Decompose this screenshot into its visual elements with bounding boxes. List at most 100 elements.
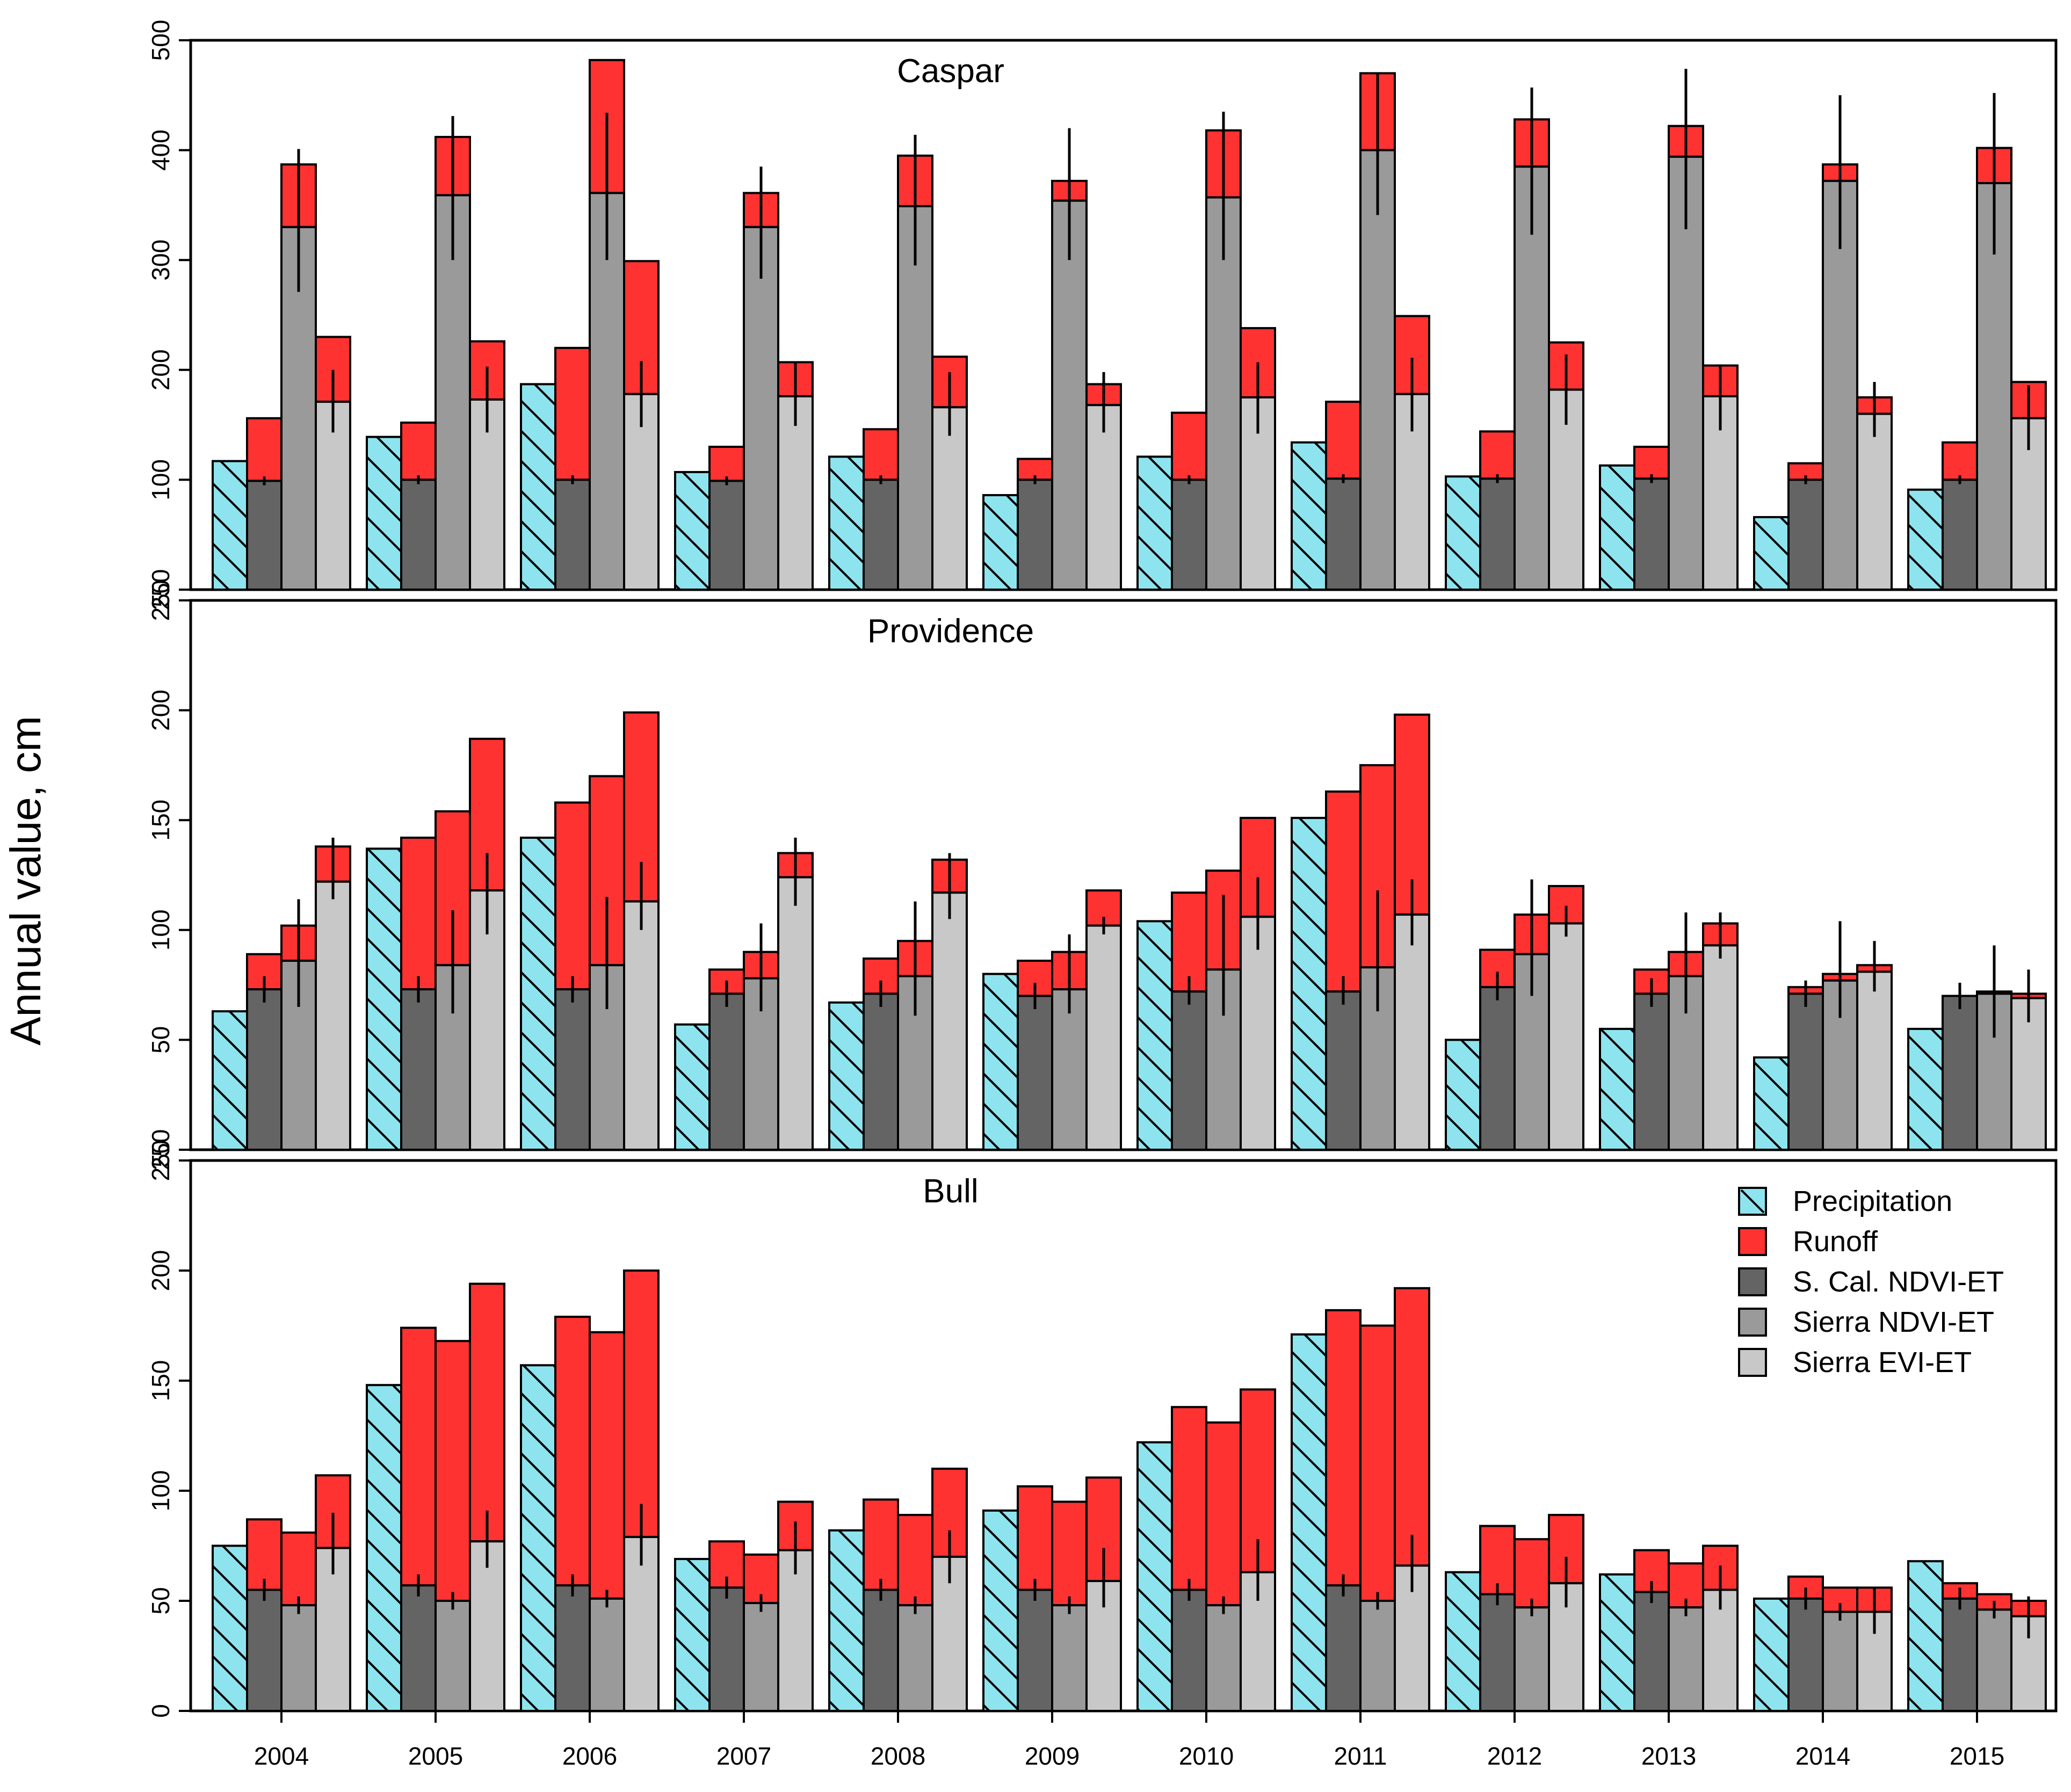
bar-precipitation-hatch — [1291, 1333, 1327, 1712]
bar-precipitation-hatch — [674, 471, 711, 591]
bar-sierra-evi — [315, 880, 351, 1151]
bar-precipitation-hatch — [520, 836, 556, 1151]
bar-scal-ndvi — [1942, 1597, 1978, 1712]
x-tick-label: 2008 — [871, 1742, 925, 1770]
legend-swatch — [1738, 1348, 1767, 1377]
x-tick-label: 2013 — [1641, 1742, 1696, 1770]
bar-scal-ndvi — [708, 480, 745, 591]
bar-runoff — [1359, 1324, 1396, 1602]
bar-runoff — [554, 346, 591, 481]
bar-runoff — [1325, 790, 1362, 993]
bar-precipitation-hatch — [1907, 1027, 1944, 1151]
panel-frame — [189, 39, 2058, 591]
bar-runoff — [1325, 1309, 1362, 1587]
bar-runoff — [897, 1514, 933, 1607]
bar-sierra-evi — [1548, 922, 1584, 1151]
x-tick-label: 2006 — [562, 1742, 617, 1770]
bar-runoff — [554, 1316, 591, 1587]
bar-precipitation-hatch — [1291, 817, 1327, 1151]
y-tick-label: 300 — [147, 240, 175, 281]
bar-runoff — [400, 1326, 437, 1587]
bar-precipitation-hatch — [520, 383, 556, 591]
bar-scal-ndvi — [246, 1588, 283, 1712]
bar-precipitation-hatch — [1136, 920, 1173, 1151]
legend-label: Runoff — [1793, 1225, 1878, 1258]
bar-scal-ndvi — [1017, 478, 1053, 591]
bar-runoff — [400, 422, 437, 481]
bar-precipitation-hatch — [828, 455, 865, 591]
y-tick-label: 200 — [147, 1250, 175, 1292]
bar-sierra-evi — [315, 1547, 351, 1713]
y-tick-label: 200 — [147, 349, 175, 390]
bar-sierra-evi — [1085, 924, 1122, 1151]
bar-sierra-evi — [1394, 913, 1430, 1151]
x-tick-label: 2010 — [1179, 1742, 1234, 1770]
bar-precipitation-hatch — [1291, 441, 1327, 591]
bar-scal-ndvi — [708, 992, 745, 1151]
bar-sierra-ndvi — [897, 205, 933, 591]
panel-caspar: 100 200 300 400 500 250 Caspar — [147, 20, 2058, 610]
bar-precipitation-hatch — [674, 1558, 711, 1713]
bar-sierra-ndvi — [1514, 1606, 1550, 1713]
bar-precipitation-hatch — [520, 1364, 556, 1713]
bar-precipitation-hatch — [1753, 1056, 1790, 1151]
bar-scal-ndvi — [863, 478, 899, 591]
bar-scal-ndvi — [400, 988, 437, 1151]
x-tick-label: 2015 — [1950, 1742, 2004, 1770]
bar-sierra-ndvi — [743, 1602, 779, 1713]
bar-scal-ndvi — [1325, 477, 1362, 591]
bar-runoff — [400, 836, 437, 991]
bar-precipitation-hatch — [212, 1010, 248, 1151]
bar-sierra-ndvi — [1359, 149, 1396, 591]
x-tick-label: 2004 — [254, 1742, 309, 1770]
y-tick-label: 250 — [147, 1140, 175, 1181]
bar-scal-ndvi — [400, 478, 437, 591]
bar-scal-ndvi — [1787, 992, 1824, 1151]
bar-sierra-evi — [777, 876, 814, 1151]
bar-runoff — [1017, 1485, 1053, 1591]
legend-hatch — [1740, 1189, 1765, 1214]
bar-scal-ndvi — [1633, 1591, 1670, 1713]
bar-sierra-ndvi — [280, 1604, 317, 1712]
bar-precipitation-hatch — [828, 1529, 865, 1713]
bar-scal-ndvi — [400, 1584, 437, 1713]
y-axis-label: Annual value, cm — [2, 716, 49, 1046]
bar-precipitation-hatch — [982, 973, 1019, 1151]
y-tick-label: 400 — [147, 129, 175, 171]
panel-bull: 0 50 100 150 200 250 Bull — [147, 1140, 2058, 1718]
bar-runoff — [1240, 817, 1276, 918]
y-tick-label: 250 — [147, 580, 175, 621]
bar-scal-ndvi — [1479, 477, 1516, 591]
bar-runoff — [1394, 1287, 1430, 1567]
bar-scal-ndvi — [1787, 478, 1824, 591]
bar-runoff — [469, 737, 505, 892]
bar-precipitation-hatch — [1599, 1573, 1635, 1713]
bar-runoff — [435, 1340, 471, 1602]
bar-scal-ndvi — [554, 1584, 591, 1713]
bar-sierra-evi — [315, 401, 351, 591]
bar-sierra-evi — [1240, 916, 1276, 1151]
bar-sierra-ndvi — [1822, 1610, 1858, 1712]
legend-swatch — [1738, 1308, 1767, 1337]
bar-runoff — [863, 1498, 899, 1591]
bar-precipitation-hatch — [1753, 1597, 1790, 1712]
panel-title: Providence — [867, 613, 1034, 650]
panel-title: Bull — [923, 1173, 978, 1210]
y-tick-label: 200 — [147, 690, 175, 731]
y-tick-label: 50 — [147, 1026, 175, 1054]
panel-providence: 50 100 150 200 250 250 Providence — [147, 580, 2058, 1170]
bar-precipitation-hatch — [1445, 1039, 1481, 1151]
y-tick-label: 100 — [147, 909, 175, 951]
bar-sierra-ndvi — [743, 226, 779, 591]
bar-runoff — [623, 1269, 660, 1539]
x-tick-label: 2011 — [1334, 1742, 1387, 1770]
bar-precipitation-hatch — [212, 1544, 248, 1712]
bar-sierra-ndvi — [1205, 1604, 1242, 1712]
y-tick-label: 500 — [147, 20, 175, 61]
bar-runoff — [1171, 891, 1207, 993]
bar-runoff — [1514, 1538, 1550, 1609]
y-tick-label: 50 — [147, 1587, 175, 1614]
bar-scal-ndvi — [863, 992, 899, 1151]
bar-precipitation-hatch — [1136, 455, 1173, 591]
